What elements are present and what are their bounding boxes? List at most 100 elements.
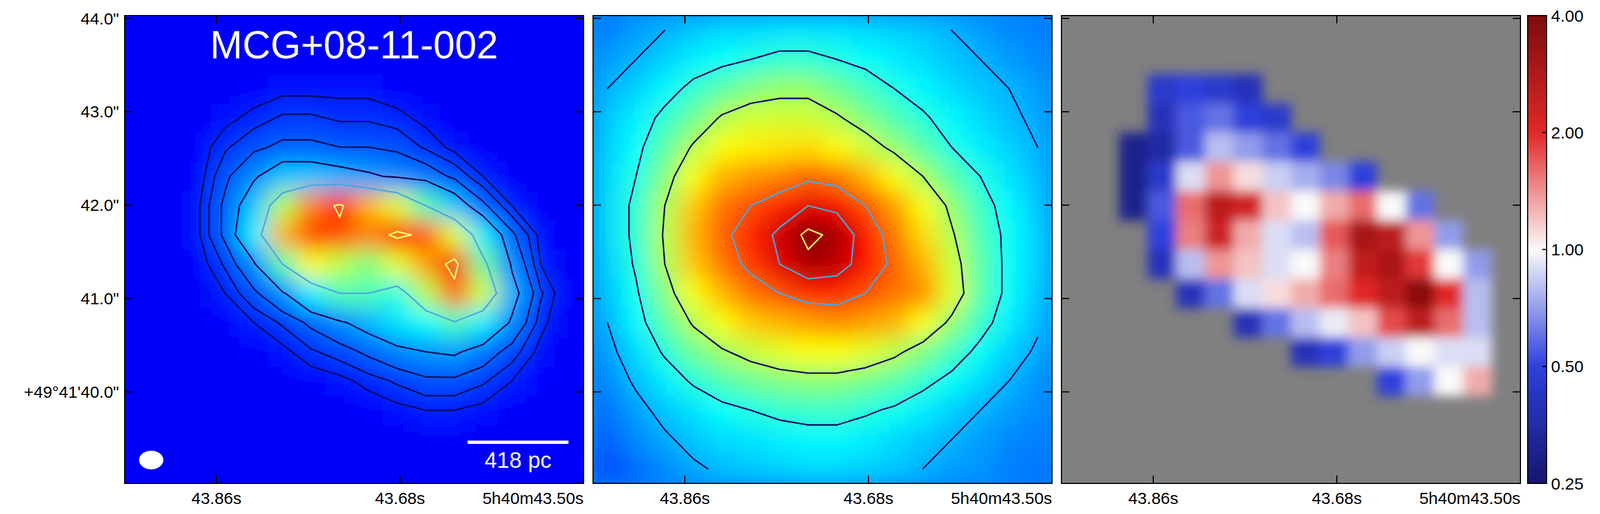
y-tick: [124, 391, 133, 393]
cell: [1376, 308, 1406, 338]
cell: [965, 278, 995, 309]
cell: [1291, 308, 1321, 338]
cell: [382, 395, 412, 426]
cell: [593, 395, 622, 426]
y-tick: [124, 204, 133, 206]
cell: [1023, 73, 1053, 104]
colorbar-tick: [1542, 131, 1547, 133]
cell: [153, 15, 183, 46]
cell: [679, 278, 709, 309]
cell: [440, 425, 469, 455]
cell: [181, 308, 211, 338]
cell: [268, 395, 298, 426]
cell: [468, 395, 498, 426]
cell: [1291, 337, 1321, 367]
beam: [139, 450, 164, 470]
colorbar-tick-label: 2.00: [1551, 123, 1584, 142]
cell: [994, 425, 1024, 455]
cell: [793, 453, 823, 484]
x-tick-label: 43.68s: [1311, 489, 1362, 508]
cell: [965, 425, 995, 455]
cell: [650, 395, 680, 426]
cell: [1118, 132, 1148, 162]
cell: [822, 220, 852, 250]
cell: [497, 15, 527, 46]
cell: [1434, 366, 1464, 397]
cell: [793, 395, 823, 426]
cell: [908, 220, 938, 250]
cell: [554, 220, 584, 250]
y-tick: [1061, 391, 1070, 393]
cell: [124, 45, 154, 75]
cell: [1233, 308, 1263, 338]
cell: [296, 395, 326, 426]
cell: [822, 308, 852, 338]
cell: [880, 161, 910, 192]
cell: [296, 132, 326, 162]
cell: [621, 220, 651, 250]
cell: [268, 73, 298, 104]
cell: [1463, 366, 1493, 397]
cell: [210, 190, 240, 221]
cell: [1434, 337, 1464, 367]
panel-1: [124, 15, 584, 484]
x-tick: [867, 15, 869, 24]
cell: [621, 337, 651, 367]
cell: [908, 278, 938, 309]
cell: [908, 45, 938, 75]
cell: [1348, 249, 1378, 280]
cell: [411, 132, 441, 162]
cell: [1319, 161, 1349, 192]
cell: [239, 337, 269, 367]
cell: [440, 337, 469, 367]
cell: [1376, 366, 1406, 397]
cell: [793, 103, 823, 133]
cell: [296, 249, 326, 280]
colorbar-tick: [1542, 366, 1547, 368]
cell: [210, 73, 240, 104]
x-tick-label: 43.86s: [191, 489, 242, 508]
colorbar-tick: [1542, 482, 1547, 485]
y-tick: [1512, 111, 1521, 113]
cell: [382, 190, 412, 221]
cell: [1262, 103, 1292, 133]
cell: [593, 103, 622, 133]
cell: [764, 45, 794, 75]
cell: [1205, 278, 1234, 309]
cell: [554, 249, 584, 280]
cell: [1176, 73, 1206, 104]
cell: [382, 73, 412, 104]
y-tick: [1044, 111, 1053, 113]
cell: [554, 308, 584, 338]
cell: [965, 366, 995, 397]
y-tick-label: 41.0": [80, 289, 120, 308]
cell: [325, 308, 355, 338]
cell: [965, 73, 995, 104]
cell: [965, 453, 995, 484]
cell: [937, 278, 967, 309]
cell: [764, 220, 794, 250]
cell: [880, 278, 910, 309]
x-tick-label: 5h40m43.50s: [950, 489, 1053, 508]
cell: [1147, 73, 1177, 104]
contour: [221, 139, 534, 378]
cell: [793, 15, 823, 46]
cell: [325, 395, 355, 426]
panel-background: [593, 15, 1053, 484]
image-cells: [593, 15, 1053, 484]
y-tick: [1061, 17, 1070, 19]
cell: [239, 366, 269, 397]
cell: [1291, 278, 1321, 309]
cell: [994, 453, 1024, 484]
contour: [209, 114, 544, 396]
cell: [679, 45, 709, 75]
cell: [268, 103, 298, 133]
cell: [153, 45, 183, 75]
cell: [181, 132, 211, 162]
cell: [937, 45, 967, 75]
cell: [239, 161, 269, 192]
cell: [1023, 15, 1053, 46]
cell: [554, 15, 584, 46]
cell: [851, 103, 881, 133]
y-tick: [124, 111, 133, 113]
